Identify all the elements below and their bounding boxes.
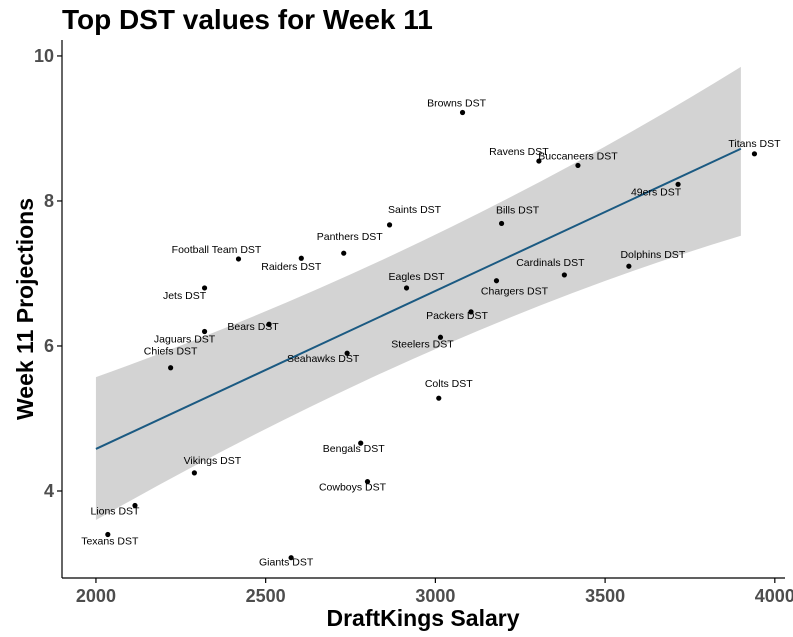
data-point <box>459 109 466 116</box>
trend-line <box>95 147 742 450</box>
data-point <box>105 531 111 538</box>
data-point <box>386 222 393 228</box>
point-label: Cardinals DST <box>516 257 585 269</box>
chart-title: Top DST values for Week 11 <box>62 4 433 35</box>
data-point <box>493 278 500 284</box>
x-tick-label: 4000 <box>755 586 793 606</box>
point-label: Titans DST <box>728 138 781 150</box>
data-point <box>344 350 350 356</box>
data-point <box>403 285 410 291</box>
point-label: Bills DST <box>496 204 540 216</box>
point-label: Saints DST <box>388 204 442 216</box>
point-label: Lions DST <box>90 505 140 517</box>
point-label: Bengals DST <box>323 443 385 455</box>
point-label: Bears DST <box>227 321 279 333</box>
data-point <box>201 285 208 291</box>
confidence-band <box>95 66 741 520</box>
data-point <box>298 255 304 261</box>
data-point <box>536 158 542 164</box>
data-point <box>266 321 272 327</box>
point-label: Football Team DST <box>172 244 262 256</box>
y-tick-label: 6 <box>44 336 54 356</box>
point-label: Panthers DST <box>317 231 384 243</box>
y-tick-label: 10 <box>34 46 54 66</box>
point-label: 49ers DST <box>631 186 682 198</box>
point-label: Steelers DST <box>391 338 454 350</box>
data-point <box>626 263 632 269</box>
point-label: Eagles DST <box>389 271 446 283</box>
data-point <box>468 309 474 315</box>
point-label: Jaguars DST <box>154 333 216 345</box>
y-axis-title: Week 11 Projections <box>12 198 38 420</box>
y-tick-label: 8 <box>44 191 54 211</box>
y-axis-ticks: 4 6 8 10 <box>34 46 62 501</box>
point-label: Chargers DST <box>481 286 549 298</box>
point-label: Ravens DST <box>489 146 549 158</box>
data-point <box>364 478 371 485</box>
point-label: Colts DST <box>425 378 473 390</box>
data-point <box>341 250 347 256</box>
data-point <box>235 256 242 262</box>
x-axis-ticks: 2000 2500 3000 3500 4000 <box>76 578 793 606</box>
x-tick-label: 3000 <box>415 586 455 606</box>
point-label: Texans DST <box>81 535 139 547</box>
data-point <box>436 395 442 401</box>
data-point <box>498 220 505 227</box>
point-label: Browns DST <box>427 98 487 110</box>
confidence-band-layer <box>95 66 741 520</box>
data-point <box>201 328 208 335</box>
data-points-layer <box>105 109 758 561</box>
y-tick-label: 4 <box>44 481 54 501</box>
point-label: Chiefs DST <box>144 346 198 358</box>
point-label: Cowboys DST <box>319 482 387 494</box>
data-point <box>168 365 174 371</box>
data-point <box>191 470 197 476</box>
data-point <box>575 162 581 169</box>
data-point <box>358 440 364 446</box>
x-tick-label: 2000 <box>76 586 116 606</box>
data-point <box>751 151 758 157</box>
data-point <box>437 334 444 340</box>
x-axis-title: DraftKings Salary <box>326 605 519 631</box>
point-label: Vikings DST <box>184 455 242 467</box>
point-label: Packers DST <box>426 310 488 322</box>
data-point <box>561 272 567 278</box>
data-point <box>132 502 138 509</box>
point-label: Jets DST <box>163 290 207 302</box>
x-tick-label: 3500 <box>585 586 625 606</box>
trend-line-layer <box>95 147 742 450</box>
point-label: Dolphins DST <box>620 249 685 261</box>
point-label: Giants DST <box>259 557 314 569</box>
data-point <box>288 555 294 561</box>
point-label: Raiders DST <box>261 261 322 273</box>
point-label: Seahawks DST <box>287 353 360 365</box>
data-point <box>675 181 681 187</box>
x-tick-label: 2500 <box>246 586 286 606</box>
point-label: Buccaneers DST <box>538 150 618 162</box>
